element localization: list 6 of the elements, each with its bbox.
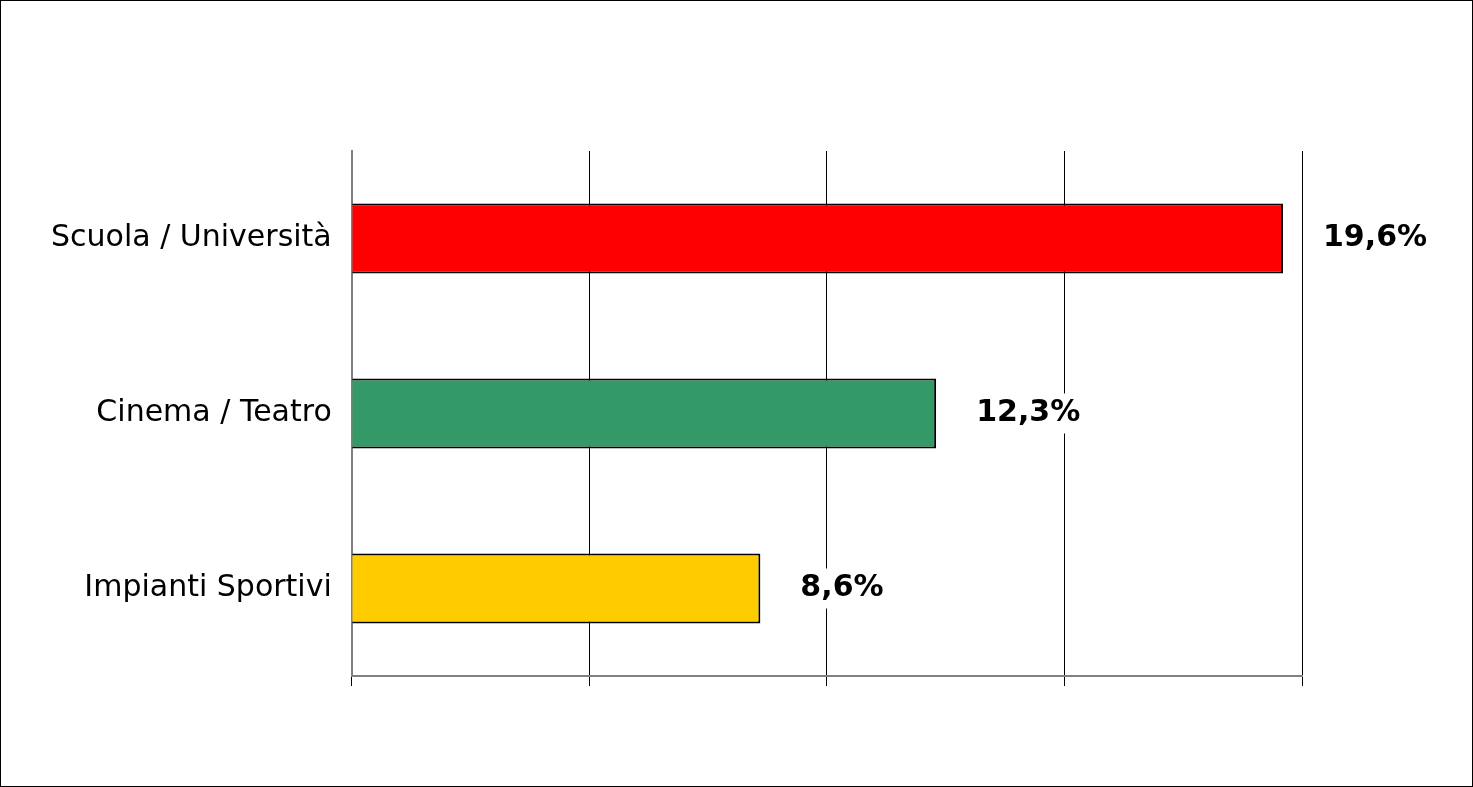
- data-label: 12,3%: [976, 393, 1081, 429]
- y-tick-label: Scuola / Università: [50, 218, 332, 254]
- data-label: 8,6%: [800, 568, 884, 604]
- data-label: 19,6%: [1323, 218, 1428, 254]
- y-tick-label: Cinema / Teatro: [96, 393, 332, 429]
- y-tick-label: Impianti Sportivi: [84, 568, 332, 604]
